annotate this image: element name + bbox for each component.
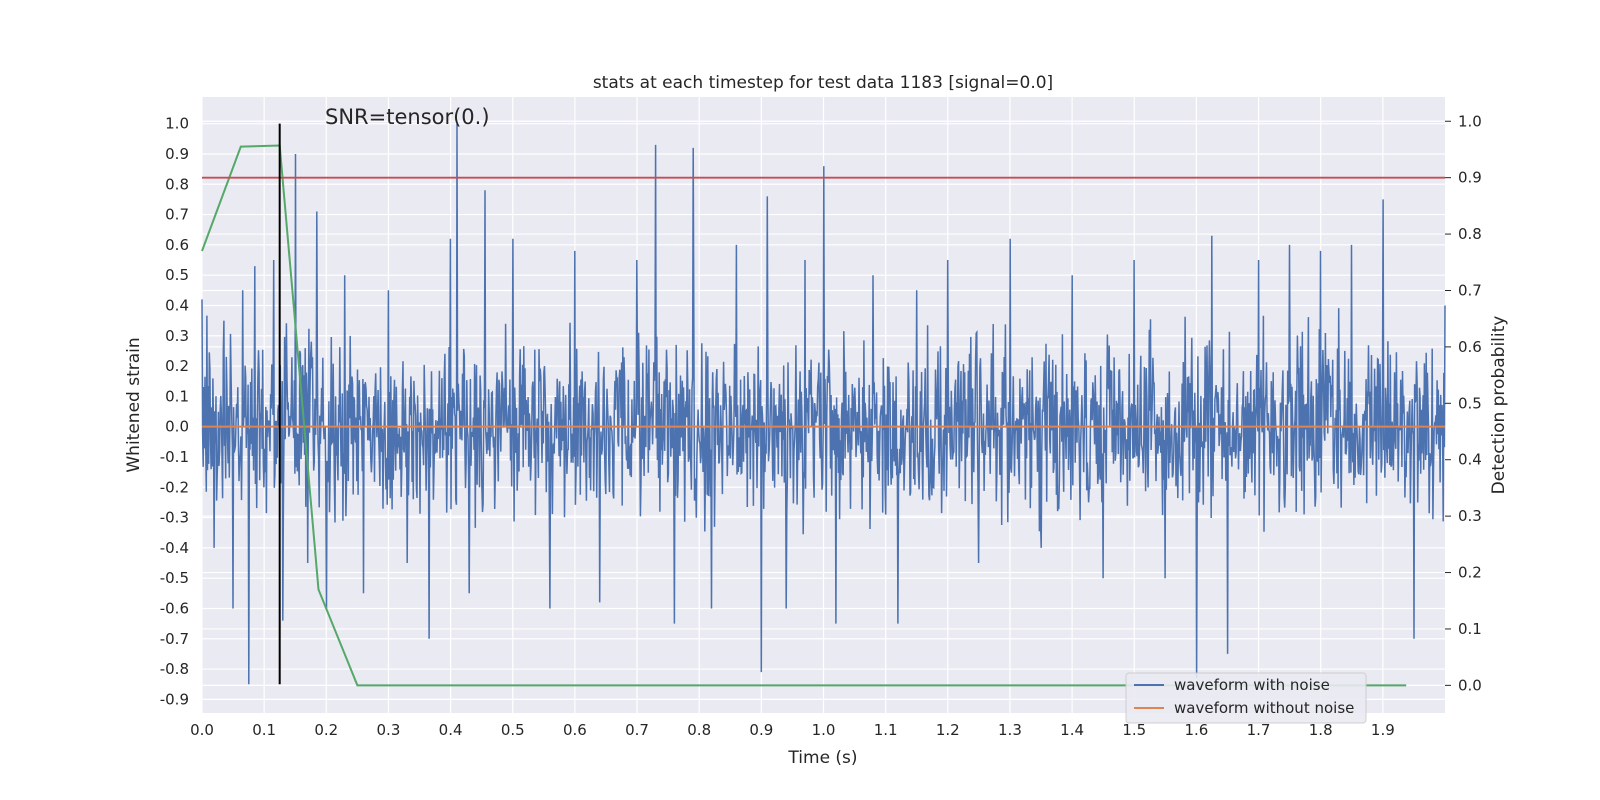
y-tick-label-right: 0.0 (1458, 676, 1482, 694)
y-axis-label-left: Whitened strain (124, 337, 144, 472)
x-tick-label: 1.1 (874, 721, 898, 739)
series-line-detection-probability (201, 144, 1407, 687)
x-axis-label: Time (s) (787, 748, 857, 768)
x-tick-label: 1.5 (1122, 721, 1146, 739)
x-tick-label: 1.2 (936, 721, 960, 739)
y-tick-label-left: 0.3 (165, 327, 189, 345)
y-tick-label-right: 0.9 (1458, 169, 1482, 187)
x-tick-label: 1.8 (1309, 721, 1333, 739)
y-tick-label-left: -0.4 (160, 539, 189, 557)
y-tick-label-left: 0.1 (165, 387, 189, 405)
x-tick-label: 1.4 (1060, 721, 1084, 739)
y-tick-label-left: 0.0 (165, 418, 189, 436)
y-tick-label-left: -0.5 (160, 569, 189, 587)
y-tick-label-right: 0.8 (1458, 225, 1482, 243)
x-tick-label: 0.1 (252, 721, 276, 739)
x-tick-label: 0.3 (377, 721, 401, 739)
y-tick-label-right: 0.3 (1458, 507, 1482, 525)
snr-annotation: SNR=tensor(0.) (325, 105, 490, 129)
x-tick-label: 1.9 (1371, 721, 1395, 739)
legend-box (1125, 672, 1367, 724)
x-tick-label: 0.7 (625, 721, 649, 739)
y-tick-label-right: 0.2 (1458, 564, 1482, 582)
y-tick-label-right: 0.4 (1458, 451, 1482, 469)
chart-title: stats at each timestep for test data 118… (593, 73, 1053, 93)
x-tick-label: 1.7 (1247, 721, 1271, 739)
legend: waveform with noise waveform without noi… (1125, 672, 1367, 724)
plot-area (201, 123, 1446, 687)
y-tick-label-left: -0.3 (160, 509, 189, 527)
legend-label-noise: waveform with noise (1174, 676, 1330, 694)
ticks: 0.0 0.1 0.2 0.3 0.4 0.5 0.6 0.7 0.8 0.9 1.0 1.1 1.2 1… (160, 112, 1482, 739)
y-tick-label-left: 0.9 (165, 145, 189, 163)
y-tick-label-left: -0.7 (160, 630, 189, 648)
y-tick-label-left: -0.2 (160, 478, 189, 496)
series-line-waveform-with-noise (201, 123, 1446, 685)
y-tick-label-right: 0.6 (1458, 338, 1482, 356)
y-tick-label-left: 0.5 (165, 266, 189, 284)
y-tick-label-left: -0.8 (160, 660, 189, 678)
y-axis-label-right: Detection probability (1489, 316, 1509, 495)
y-tick-label-left: 0.2 (165, 357, 189, 375)
y-tick-label-left: 0.8 (165, 175, 189, 193)
y-tick-label-right: 1.0 (1458, 112, 1482, 130)
x-tick-label: 0.0 (190, 721, 214, 739)
y-tick-label-left: 1.0 (165, 115, 189, 133)
y-tick-label-left: 0.6 (165, 236, 189, 254)
y-tick-label-left: 0.7 (165, 206, 189, 224)
y-tick-label-left: -0.1 (160, 448, 189, 466)
x-tick-label: 0.4 (439, 721, 463, 739)
x-tick-label: 0.9 (749, 721, 773, 739)
x-tick-label: 0.2 (314, 721, 338, 739)
y-tick-label-right: 0.5 (1458, 394, 1482, 412)
y-tick-label-left: 0.4 (165, 296, 189, 314)
y-tick-label-right: 0.1 (1458, 620, 1482, 638)
x-tick-label: 1.3 (998, 721, 1022, 739)
y-tick-label-left: -0.9 (160, 690, 189, 708)
x-tick-label: 1.6 (1184, 721, 1208, 739)
y-tick-label-left: -0.6 (160, 599, 189, 617)
x-tick-label: 0.6 (563, 721, 587, 739)
legend-label-clean: waveform without noise (1174, 699, 1354, 717)
y-tick-label-right: 0.7 (1458, 281, 1482, 299)
x-tick-label: 0.8 (687, 721, 711, 739)
x-tick-label: 0.5 (501, 721, 525, 739)
x-tick-label: 1.0 (812, 721, 836, 739)
